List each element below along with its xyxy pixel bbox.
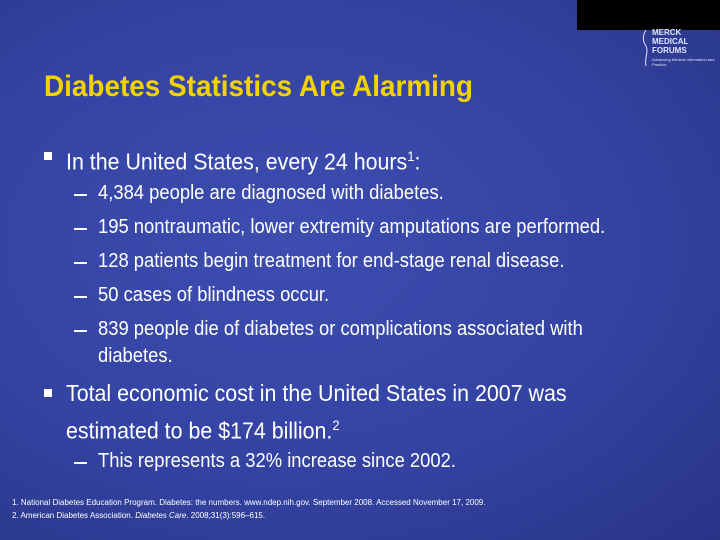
bullet-main: In the United States, every 24 hours: [66, 148, 408, 175]
logo-name: MERCK MEDICAL FORUMS: [652, 28, 689, 55]
sub-item: 839 people die of diabetes or complicati…: [40, 316, 680, 370]
logo-tagline: Advancing Medical Information and Practi…: [652, 57, 715, 67]
sub-item-text: 4,384 people are diagnosed with diabetes…: [98, 181, 444, 204]
footnotes: 1. National Diabetes Education Program. …: [12, 496, 485, 522]
bullet-end: :: [414, 148, 421, 175]
bullet-text: In the United States, every 24 hours1:: [66, 140, 615, 178]
sub-item-text: 839 people die of diabetes or complicati…: [98, 317, 583, 367]
sub-item: 50 cases of blindness occur.: [40, 282, 680, 309]
sub-item-text: This represents a 32% increase since 200…: [98, 450, 456, 473]
slide-body: In the United States, every 24 hours1: 4,…: [40, 140, 680, 482]
footnote: 2. American Diabetes Association. Diabet…: [12, 509, 485, 522]
sub-list: This represents a 32% increase since 200…: [40, 448, 680, 475]
bullet: Total economic cost in the United States…: [40, 377, 680, 447]
footnote-text: 2. American Diabetes Association.: [12, 511, 136, 520]
footnote-text: . 2008;31(3):596–615.: [186, 511, 266, 520]
footnote-ref: 2: [332, 416, 340, 433]
sub-item-text: 50 cases of blindness occur.: [98, 283, 330, 306]
footnote-ref: 1: [407, 148, 415, 164]
bullet: In the United States, every 24 hours1:: [40, 140, 680, 178]
sub-item: 128 patients begin treatment for end-sta…: [40, 248, 680, 275]
sub-list: 4,384 people are diagnosed with diabetes…: [40, 180, 680, 370]
bullet-text: Total economic cost in the United States…: [66, 377, 615, 447]
sub-item: This represents a 32% increase since 200…: [40, 448, 680, 475]
black-box: [577, 0, 720, 30]
logo-figure: [642, 29, 648, 67]
sub-item-text: 195 nontraumatic, lower extremity amputa…: [98, 215, 606, 238]
slide-title: Diabetes Statistics Are Alarming: [44, 70, 473, 103]
footnote: 1. National Diabetes Education Program. …: [12, 496, 485, 509]
bullet-main: Total economic cost in the United States…: [66, 379, 567, 444]
sub-item: 4,384 people are diagnosed with diabetes…: [40, 180, 680, 207]
footnote-journal: Diabetes Care: [135, 511, 187, 520]
sub-item: 195 nontraumatic, lower extremity amputa…: [40, 214, 680, 241]
logo: MERCK MEDICAL FORUMS Advancing Medical I…: [640, 28, 718, 67]
footnote-text: 1. National Diabetes Education Program. …: [12, 498, 486, 507]
sub-item-text: 128 patients begin treatment for end-sta…: [98, 249, 565, 272]
